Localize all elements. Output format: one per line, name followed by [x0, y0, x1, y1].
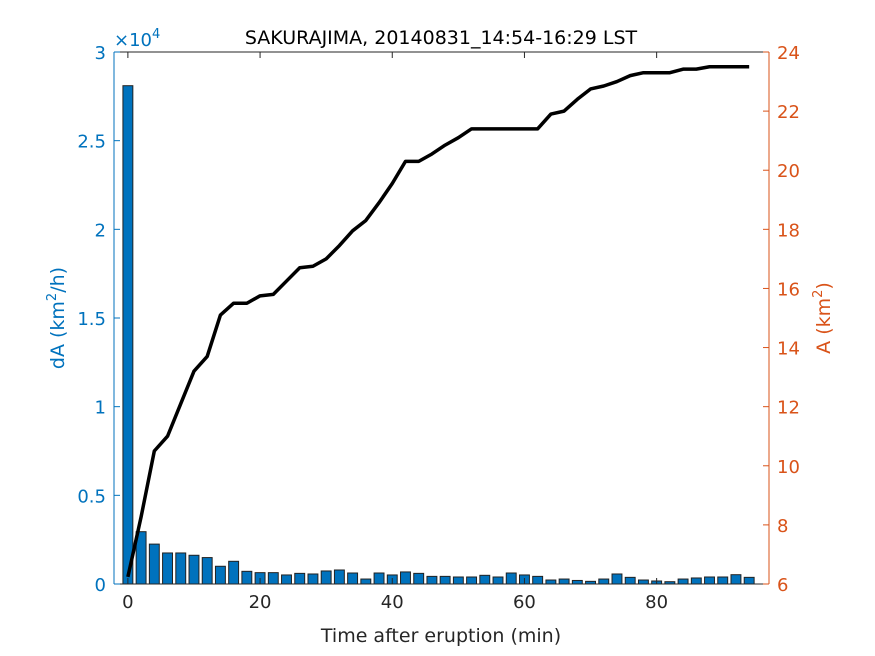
bar	[611, 573, 623, 585]
bar	[175, 552, 187, 585]
bar	[122, 85, 134, 585]
bar	[571, 579, 583, 585]
bar	[598, 578, 610, 585]
x-tick-label: 80	[645, 592, 668, 613]
x-tick-label: 0	[122, 592, 133, 613]
y-right-tick-label: 22	[777, 102, 800, 123]
bar	[426, 575, 438, 585]
y-right-tick-label: 6	[777, 575, 788, 596]
bar	[241, 570, 253, 585]
bar	[624, 576, 636, 585]
bar	[545, 579, 557, 585]
bar	[373, 572, 385, 585]
y-axis-right-label: A (km2)	[811, 282, 835, 354]
y-right-tick-label: 12	[777, 398, 800, 419]
bar	[320, 570, 332, 585]
bar	[267, 572, 279, 585]
x-tick-label: 20	[249, 592, 272, 613]
y-left-tick-label: 0.5	[77, 486, 106, 507]
bar	[677, 578, 689, 585]
bar	[148, 543, 160, 585]
y-axis-left-label: dA (km2/h)	[45, 267, 69, 369]
bar	[730, 574, 742, 585]
bar	[532, 575, 544, 585]
bar	[505, 572, 517, 585]
x-axis-label: Time after eruption (min)	[320, 625, 561, 647]
bar	[162, 552, 173, 585]
bar	[439, 575, 451, 585]
bar	[637, 579, 649, 585]
bar	[228, 560, 240, 585]
y-right-tick-label: 16	[777, 279, 800, 300]
y-right-tick-label: 10	[777, 457, 800, 478]
bar	[333, 569, 345, 585]
y-left-tick-label: 1.5	[77, 309, 106, 330]
bar	[452, 576, 464, 585]
y-right-tick-label: 14	[777, 339, 800, 360]
bar-series-dA	[122, 85, 755, 585]
bar	[307, 573, 319, 585]
line-series-A	[126, 65, 750, 578]
y-right-tick-label: 8	[777, 516, 788, 537]
bar	[743, 576, 755, 585]
y-left-tick-label: 3	[95, 43, 106, 64]
y-left-tick-label: 1	[95, 398, 106, 419]
bar	[400, 571, 411, 585]
y-left-tick-label: 2	[95, 220, 106, 241]
bar	[281, 574, 292, 585]
x-tick-label: 40	[381, 592, 404, 613]
bar	[717, 576, 729, 585]
bar	[214, 565, 226, 585]
bar	[347, 572, 359, 585]
bar	[558, 578, 570, 585]
bar	[360, 578, 372, 585]
chart-title: SAKURAJIMA, 20140831_14:54-16:29 LST	[245, 27, 638, 49]
bar	[466, 576, 478, 585]
axes: 0 20 40 60 80 0 0.5 1 1.5 2 2.5 3 6 8 10 12 14 16 18 20 22 24	[77, 43, 800, 613]
y-left-tick-label: 2.5	[77, 132, 106, 153]
bar	[479, 574, 491, 585]
bar	[413, 572, 425, 585]
y-left-tick-label: 0	[95, 575, 106, 596]
bar	[704, 576, 715, 585]
y-right-tick-label: 24	[777, 43, 800, 64]
bar	[690, 577, 702, 585]
bar	[201, 557, 213, 585]
bar	[492, 576, 504, 585]
y-axis-left-exponent: ×104	[114, 27, 160, 51]
bar	[294, 572, 306, 585]
y-right-tick-label: 20	[777, 161, 800, 182]
y-right-tick-label: 18	[777, 220, 800, 241]
bar	[188, 554, 200, 585]
x-tick-label: 60	[513, 592, 536, 613]
